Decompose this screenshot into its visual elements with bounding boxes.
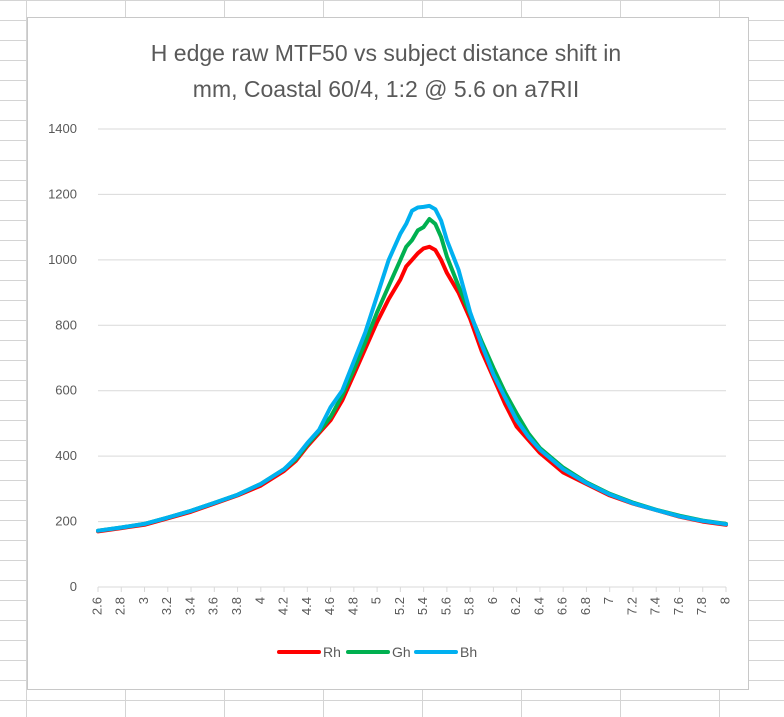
x-tick-label: 6.2 [508, 597, 523, 615]
y-tick-label: 600 [55, 383, 77, 398]
y-tick-label: 1000 [48, 252, 77, 267]
x-tick-label: 6.6 [555, 597, 570, 615]
x-axis-ticks: 2.6 2.8 3 3.2 3.4 3.6 3.8 4 4.2 4.4 4.6 4.8 5 5.2 5.4 5… [89, 587, 732, 615]
series-line-gh [96, 217, 728, 533]
x-tick-label: 4.2 [276, 597, 291, 615]
chart-title-line-2: mm, Coastal 60/4, 1:2 @ 5.6 on a7RII [193, 76, 579, 102]
legend: Rh Gh Bh [277, 644, 477, 660]
x-tick-label: 7.6 [671, 597, 686, 615]
x-tick-label: 3.4 [182, 597, 197, 615]
x-tick-label: 7.4 [648, 597, 663, 615]
x-tick-label: 4.8 [345, 597, 360, 615]
x-tick-label: 6 [485, 597, 500, 604]
x-tick-label: 5.4 [415, 597, 430, 615]
x-tick-label: 5.6 [438, 597, 453, 615]
series-line-rh [96, 244, 728, 534]
legend-label-rh: Rh [323, 644, 341, 660]
x-tick-label: 2.8 [113, 597, 128, 615]
x-tick-label: 3.8 [229, 597, 244, 615]
y-tick-label: 400 [55, 448, 77, 463]
x-tick-label: 7.2 [624, 597, 639, 615]
y-tick-label: 0 [70, 579, 77, 594]
x-tick-label: 3.2 [159, 597, 174, 615]
legend-label-bh: Bh [460, 644, 477, 660]
x-tick-label: 5 [369, 597, 384, 604]
x-tick-label: 4 [252, 597, 267, 604]
x-tick-label: 4.6 [322, 597, 337, 615]
x-tick-label: 2.6 [89, 597, 104, 615]
y-tick-label: 1200 [48, 186, 77, 201]
y-axis-ticks: 0 200 400 600 800 1000 1200 1400 [48, 121, 77, 594]
x-tick-label: 8 [717, 597, 732, 604]
chart-svg: H edge raw MTF50 vs subject distance shi… [48, 40, 732, 660]
chart-area: H edge raw MTF50 vs subject distance shi… [27, 17, 749, 690]
x-tick-label: 3.6 [206, 597, 221, 615]
x-tick-label: 7.8 [694, 597, 709, 615]
legend-label-gh: Gh [392, 644, 411, 660]
x-tick-label: 6.8 [578, 597, 593, 615]
x-tick-label: 5.2 [392, 597, 407, 615]
series-line-bh [96, 203, 728, 533]
x-tick-label: 4.4 [299, 597, 314, 615]
series-lines [96, 203, 728, 534]
x-tick-label: 3 [136, 597, 151, 604]
x-tick-label: 5.8 [462, 597, 477, 615]
y-tick-label: 200 [55, 514, 77, 529]
x-tick-label: 7 [601, 597, 616, 604]
gridlines [98, 128, 726, 588]
x-tick-label: 6.4 [531, 597, 546, 615]
chart-title-line-1: H edge raw MTF50 vs subject distance shi… [151, 40, 621, 66]
y-tick-label: 800 [55, 317, 77, 332]
y-tick-label: 1400 [48, 121, 77, 136]
